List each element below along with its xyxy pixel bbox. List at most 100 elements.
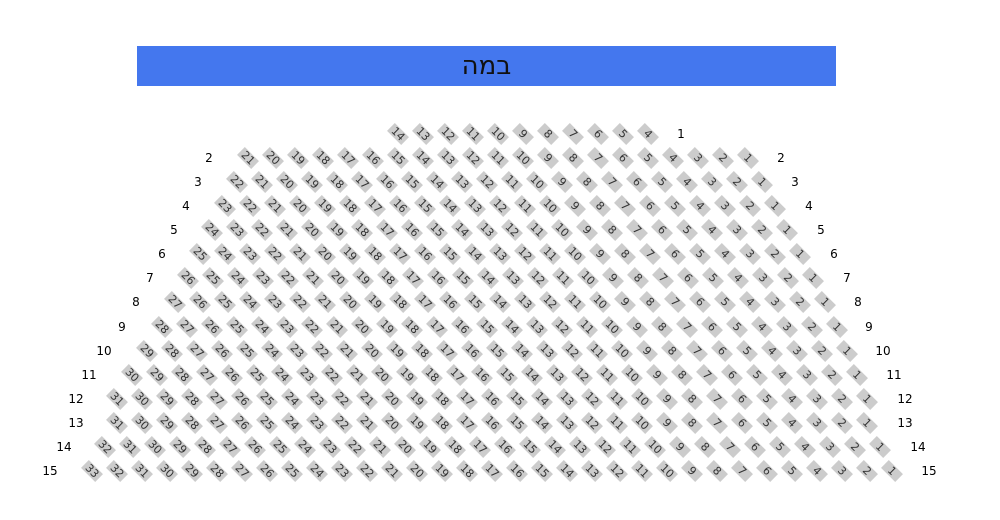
seat[interactable]: 8 [627, 267, 649, 290]
seat[interactable]: 6 [701, 315, 723, 338]
seat[interactable]: 2 [751, 219, 773, 242]
seat[interactable]: 27 [196, 363, 218, 386]
seat[interactable]: 10 [601, 315, 623, 338]
seat[interactable]: 23 [296, 363, 318, 386]
seat[interactable]: 13 [569, 435, 591, 458]
seat[interactable]: 7 [587, 147, 609, 170]
seat[interactable]: 3 [752, 267, 774, 290]
seat[interactable]: 21 [356, 387, 378, 410]
seat[interactable]: 15 [486, 339, 508, 362]
seat[interactable]: 25 [236, 339, 258, 362]
seat[interactable]: 1 [856, 387, 878, 410]
seat[interactable]: 6 [744, 435, 766, 458]
seat[interactable]: 17 [376, 219, 398, 242]
seat[interactable]: 18 [339, 195, 361, 218]
seat[interactable]: 3 [806, 411, 828, 434]
seat[interactable]: 16 [471, 363, 493, 386]
seat[interactable]: 24 [239, 291, 261, 314]
seat[interactable]: 7 [626, 219, 648, 242]
seat[interactable]: 23 [239, 243, 261, 266]
seat[interactable]: 22 [264, 243, 286, 266]
seat[interactable]: 15 [426, 219, 448, 242]
seat[interactable]: 21 [237, 147, 259, 170]
seat[interactable]: 14 [426, 171, 448, 194]
seat[interactable]: 11 [462, 123, 484, 145]
seat[interactable]: 9 [669, 435, 691, 458]
seat[interactable]: 16 [494, 435, 516, 458]
seat[interactable]: 6 [731, 411, 753, 434]
seat[interactable]: 11 [552, 267, 574, 290]
seat[interactable]: 11 [606, 411, 628, 434]
seat[interactable]: 7 [614, 195, 636, 218]
seat[interactable]: 15 [439, 243, 461, 266]
seat[interactable]: 23 [306, 411, 328, 434]
seat[interactable]: 8 [694, 435, 716, 458]
seat[interactable]: 19 [314, 195, 336, 218]
seat[interactable]: 6 [721, 363, 743, 386]
seat[interactable]: 2 [777, 267, 799, 290]
seat[interactable]: 15 [506, 387, 528, 410]
seat[interactable]: 12 [462, 147, 484, 170]
seat[interactable]: 5 [769, 435, 791, 458]
seat[interactable]: 25 [189, 243, 211, 266]
seat[interactable]: 20 [262, 147, 284, 170]
seat[interactable]: 19 [326, 219, 348, 242]
seat[interactable]: 13 [581, 460, 603, 482]
seat[interactable]: 9 [537, 147, 559, 170]
seat[interactable]: 4 [689, 195, 711, 218]
seat[interactable]: 23 [226, 219, 248, 242]
seat[interactable]: 11 [576, 315, 598, 338]
seat[interactable]: 22 [311, 339, 333, 362]
seat[interactable]: 21 [356, 411, 378, 434]
seat[interactable]: 5 [689, 243, 711, 266]
seat[interactable]: 10 [656, 460, 678, 482]
seat[interactable]: 4 [771, 363, 793, 386]
seat[interactable]: 8 [651, 315, 673, 338]
seat[interactable]: 8 [681, 411, 703, 434]
seat[interactable]: 21 [314, 291, 336, 314]
seat[interactable]: 6 [639, 195, 661, 218]
seat[interactable]: 10 [589, 291, 611, 314]
seat[interactable]: 11 [596, 363, 618, 386]
seat[interactable]: 18 [456, 460, 478, 482]
seat[interactable]: 16 [376, 171, 398, 194]
seat[interactable]: 9 [614, 291, 636, 314]
seat[interactable]: 13 [412, 123, 434, 145]
seat[interactable]: 19 [287, 147, 309, 170]
seat[interactable]: 3 [701, 171, 723, 194]
seat[interactable]: 17 [456, 387, 478, 410]
seat[interactable]: 22 [251, 219, 273, 242]
seat[interactable]: 2 [764, 243, 786, 266]
seat[interactable]: 7 [639, 243, 661, 266]
seat[interactable]: 16 [461, 339, 483, 362]
seat[interactable]: 3 [806, 387, 828, 410]
seat[interactable]: 12 [551, 315, 573, 338]
seat[interactable]: 21 [276, 219, 298, 242]
seat[interactable]: 27 [206, 411, 228, 434]
seat[interactable]: 17 [364, 195, 386, 218]
seat[interactable]: 12 [437, 123, 459, 145]
seat[interactable]: 8 [706, 460, 728, 482]
seat[interactable]: 24 [281, 387, 303, 410]
seat[interactable]: 31 [106, 411, 128, 434]
seat[interactable]: 2 [856, 460, 878, 482]
seat[interactable]: 8 [576, 171, 598, 194]
seat[interactable]: 3 [786, 339, 808, 362]
seat[interactable]: 7 [652, 267, 674, 290]
seat[interactable]: 2 [801, 315, 823, 338]
seat[interactable]: 1 [764, 195, 786, 218]
seat[interactable]: 13 [526, 315, 548, 338]
seat[interactable]: 17 [446, 363, 468, 386]
seat[interactable]: 19 [431, 460, 453, 482]
seat[interactable]: 22 [331, 411, 353, 434]
seat[interactable]: 10 [512, 147, 534, 170]
seat[interactable]: 23 [264, 291, 286, 314]
seat[interactable]: 20 [327, 267, 349, 290]
seat[interactable]: 1 [789, 243, 811, 266]
seat[interactable]: 14 [501, 315, 523, 338]
seat[interactable]: 20 [394, 435, 416, 458]
seat[interactable]: 32 [106, 460, 128, 482]
seat[interactable]: 5 [736, 339, 758, 362]
seat[interactable]: 8 [661, 339, 683, 362]
seat[interactable]: 19 [406, 411, 428, 434]
